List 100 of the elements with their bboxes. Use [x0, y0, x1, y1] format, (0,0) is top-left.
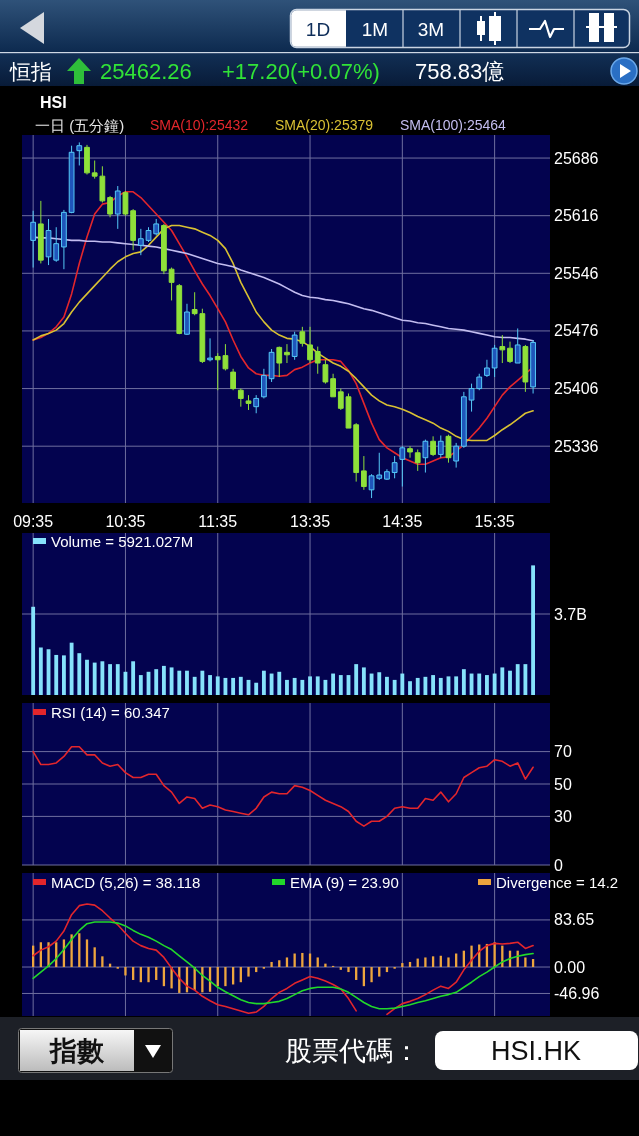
candlestick	[484, 359, 490, 378]
candlestick	[276, 346, 283, 378]
text: 恒指	[9, 59, 52, 83]
bar	[208, 675, 212, 695]
bar	[493, 942, 496, 968]
candlestick	[399, 445, 406, 488]
candlestick	[114, 185, 121, 230]
bar	[515, 664, 520, 695]
bar	[524, 957, 527, 968]
candlestick	[68, 145, 75, 214]
candlestick	[407, 445, 413, 459]
bar	[354, 664, 359, 695]
x-tick-label: 11:35	[198, 512, 238, 530]
candlestick	[245, 394, 252, 411]
bar	[201, 967, 204, 993]
legend-label: RSI (14) = 60.347	[51, 703, 170, 721]
bar	[38, 647, 43, 695]
bar	[315, 676, 320, 695]
text: 1D	[305, 18, 331, 40]
bar	[154, 669, 159, 695]
candlestick	[84, 144, 90, 176]
bar	[415, 677, 420, 695]
candlestick	[161, 223, 167, 275]
bar	[477, 673, 482, 695]
y-tick-label: 0.00	[554, 958, 586, 976]
bar	[378, 967, 381, 977]
bar	[261, 670, 266, 695]
bar	[69, 642, 74, 695]
bar	[277, 671, 282, 695]
bar	[293, 953, 296, 968]
candlestick	[322, 359, 329, 385]
x-tick-label: 09:35	[13, 512, 54, 530]
legend-label: Volume = 5921.027M	[51, 532, 194, 550]
bar	[285, 957, 289, 968]
y-tick-label: 25686	[554, 149, 599, 167]
x-tick-label: 10:35	[105, 512, 146, 530]
y-tick-label: 3.7B	[554, 605, 587, 623]
bar	[247, 967, 250, 977]
bar	[215, 676, 220, 695]
bar	[169, 667, 174, 695]
text: SMA(20):25379	[275, 117, 374, 133]
bar	[31, 606, 36, 695]
bar	[269, 673, 274, 695]
candlestick	[330, 373, 336, 398]
bar	[316, 957, 319, 968]
candlestick	[130, 208, 137, 251]
bar	[185, 670, 189, 695]
bar	[292, 677, 297, 695]
chart-subtitle: 一日 (五分鐘)	[35, 116, 125, 134]
bar	[54, 654, 59, 695]
bar	[308, 676, 312, 695]
candlestick	[230, 368, 237, 391]
text: SMA(10):25432	[150, 117, 249, 133]
bar	[424, 957, 427, 968]
candlestick	[76, 141, 83, 166]
candlestick	[437, 434, 444, 459]
candlestick	[261, 368, 267, 399]
legend-label: Divergence = 14.2	[496, 873, 619, 891]
candlestick	[414, 448, 421, 472]
y-tick-label: 83.65	[554, 911, 595, 929]
candlestick	[507, 341, 513, 364]
candlestick	[184, 303, 190, 336]
bar	[92, 662, 97, 695]
bar	[531, 565, 535, 695]
bar	[224, 967, 227, 987]
candlestick	[453, 442, 460, 469]
y-tick-label: 0	[554, 856, 563, 874]
candlestick	[391, 455, 398, 479]
bar	[285, 679, 289, 695]
candlestick	[360, 455, 367, 491]
text: +17.20(+0.07%)	[222, 58, 380, 84]
candlestick	[530, 339, 536, 395]
candlestick	[253, 394, 260, 414]
bar	[392, 679, 397, 695]
bar	[324, 963, 327, 968]
bar	[138, 675, 143, 695]
candlestick	[522, 344, 529, 393]
bar	[124, 967, 127, 976]
bar	[200, 670, 205, 695]
y-tick-label: 25476	[554, 322, 599, 340]
x-tick-label: 13:35	[290, 512, 331, 530]
bar	[77, 653, 82, 695]
bar	[339, 967, 342, 970]
text: 股票代碼：	[285, 1036, 420, 1066]
bar	[377, 672, 382, 695]
text: 1M	[361, 18, 389, 40]
candlestick	[307, 326, 313, 364]
bar	[115, 664, 120, 695]
y-tick-label: -46.96	[554, 984, 600, 1002]
candlestick	[207, 337, 213, 362]
candlestick	[445, 434, 452, 464]
bar	[100, 661, 105, 695]
candlestick	[61, 209, 67, 270]
y-tick-label: 25616	[554, 207, 599, 225]
candlestick	[284, 343, 290, 364]
legend-label: MACD (5,26) = 38.118	[51, 873, 201, 891]
candlestick	[384, 468, 390, 481]
candlestick	[291, 331, 298, 361]
bar	[400, 673, 405, 695]
y-tick-label: 25406	[554, 380, 599, 398]
